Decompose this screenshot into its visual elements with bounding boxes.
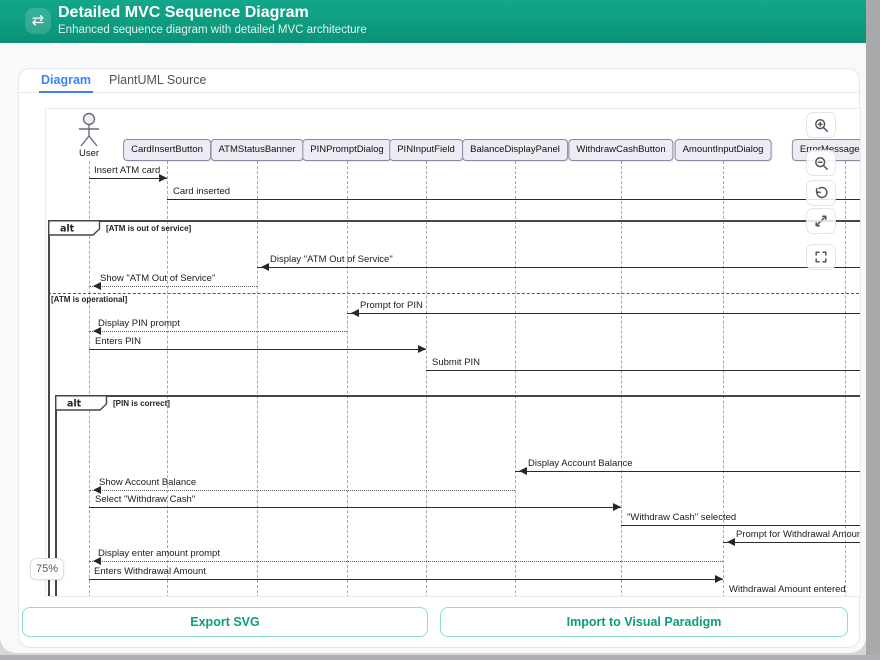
message-9-line <box>515 471 860 472</box>
message-15-arrowhead <box>715 575 727 583</box>
diagram-viewport[interactable]: User CardInsertButton ATMStatusBanner PINPr… <box>45 108 861 597</box>
message-7-arrowhead <box>418 345 430 353</box>
participant-pininputfield: PINInputField <box>389 139 463 161</box>
message-4-line <box>89 286 257 287</box>
lifeline-errormessagebanner <box>845 161 846 596</box>
lifeline-balancedisplaypanel <box>515 161 516 596</box>
message-10-arrowhead <box>89 486 101 494</box>
zoom-level-badge: 75% <box>30 558 64 580</box>
maximize-button[interactable] <box>806 208 836 234</box>
lifeline-withdrawcashbutton <box>621 161 622 596</box>
svg-text:alt: alt <box>67 399 82 410</box>
header-banner: ⇄ Detailed MVC Sequence Diagram Enhanced… <box>0 0 866 43</box>
message-14-label: Display enter amount prompt <box>98 548 220 559</box>
expand-arrows-icon <box>815 215 827 227</box>
app-window: ⇄ Detailed MVC Sequence Diagram Enhanced… <box>0 0 866 653</box>
message-13-label: Prompt for Withdrawal Amount <box>736 529 861 540</box>
fullscreen-brackets-icon <box>815 251 827 263</box>
message-14-arrowhead <box>89 557 101 565</box>
message-15-line <box>89 579 723 580</box>
magnifier-minus-icon <box>814 156 828 170</box>
participant-pinpromptdialog: PINPromptDialog <box>302 139 392 161</box>
alt-frame-2-guard: [PIN is correct] <box>113 399 170 408</box>
page-subtitle: Enhanced sequence diagram with detailed … <box>58 24 367 36</box>
message-7-line <box>89 349 426 350</box>
tab-plantuml-source[interactable]: PlantUML Source <box>109 73 207 87</box>
message-7-label: Enters PIN <box>95 336 141 347</box>
participant-atmstatusbanner: ATMStatusBanner <box>210 139 304 161</box>
zoom-out-button[interactable] <box>806 150 836 176</box>
message-2-label: Card inserted <box>173 186 231 197</box>
tab-bar: Diagram PlantUML Source <box>19 69 859 93</box>
message-1-label: Insert ATM card <box>94 165 161 176</box>
message-11-line <box>89 507 621 508</box>
rotate-ccw-icon <box>815 186 828 198</box>
fullscreen-button[interactable] <box>806 244 836 270</box>
magnifier-plus-icon <box>814 118 828 132</box>
message-11-arrowhead <box>613 503 625 511</box>
tab-diagram[interactable]: Diagram <box>39 69 94 93</box>
svg-text:alt: alt <box>60 224 75 235</box>
message-1-arrowhead <box>159 174 171 182</box>
alt-frame-1-guard: [ATM is out of service] <box>106 224 192 233</box>
alt-frame-1-left-border <box>48 220 50 596</box>
message-8-label: Submit PIN <box>432 357 481 368</box>
lifeline-pinpromptdialog <box>347 161 348 596</box>
message-5-arrowhead <box>347 309 359 317</box>
actor-user-label: User <box>78 148 100 159</box>
message-4-arrowhead <box>89 282 101 290</box>
message-14-line <box>89 561 723 562</box>
swap-arrows-icon: ⇄ <box>25 8 51 34</box>
message-6-label: Display PIN prompt <box>98 318 180 329</box>
message-5-label: Prompt for PIN <box>360 300 423 311</box>
lifeline-user <box>89 161 90 596</box>
message-10-label: Show Account Balance <box>99 477 197 488</box>
message-8-line <box>426 370 860 371</box>
message-16-label: Withdrawal Amount entered <box>729 584 846 595</box>
lifeline-amountinputdialog <box>723 161 724 596</box>
message-15-label: Enters Withdrawal Amount <box>94 566 206 577</box>
import-to-visual-paradigm-button[interactable]: Import to Visual Paradigm <box>440 607 848 637</box>
alt-frame-1-label: alt <box>48 220 101 236</box>
alt-frame-2-left-border <box>55 395 57 596</box>
participant-balancedisplaypanel: BalanceDisplayPanel <box>462 139 568 161</box>
reset-view-button[interactable] <box>806 180 836 206</box>
message-3-arrowhead <box>257 263 269 271</box>
lifeline-cardinsertbutton <box>167 161 168 596</box>
zoom-in-button[interactable] <box>806 112 836 138</box>
alt-frame-2-top-border <box>55 395 860 397</box>
message-6-line <box>89 331 347 332</box>
message-11-label: Select "Withdraw Cash" <box>95 494 196 505</box>
message-1-line <box>89 178 167 179</box>
message-2-line <box>167 199 860 200</box>
participant-cardinsertbutton: CardInsertButton <box>123 139 211 161</box>
message-3-line <box>257 267 860 268</box>
message-10-line <box>89 490 515 491</box>
diagram-card: Diagram PlantUML Source User CardInsertBu… <box>18 68 861 648</box>
background-side-strip <box>866 0 880 660</box>
message-5-line <box>347 313 860 314</box>
message-12-label: "Withdraw Cash" selected <box>627 512 737 523</box>
message-13-line <box>723 542 860 543</box>
background-bottom-edge <box>0 655 880 660</box>
message-9-label: Display Account Balance <box>528 458 633 469</box>
page-title: Detailed MVC Sequence Diagram <box>58 4 309 21</box>
alt-frame-1-else-divider <box>48 293 860 294</box>
participant-withdrawcashbutton: WithdrawCashButton <box>568 139 674 161</box>
participant-amountinputdialog: AmountInputDialog <box>674 139 772 161</box>
message-9-arrowhead <box>515 467 527 475</box>
export-svg-button[interactable]: Export SVG <box>22 607 428 637</box>
alt-frame-2-label: alt <box>55 395 108 411</box>
message-3-label: Display "ATM Out of Service" <box>270 254 393 265</box>
message-13-arrowhead <box>723 538 735 546</box>
alt-frame-1-else-guard: [ATM is operational] <box>51 295 128 304</box>
lifeline-pininputfield <box>426 161 427 596</box>
message-6-arrowhead <box>89 327 101 335</box>
actor-user-figure <box>79 112 99 147</box>
lifeline-atmstatusbanner <box>257 161 258 596</box>
message-4-label: Show "ATM Out of Service" <box>100 273 216 284</box>
message-12-line <box>621 525 860 526</box>
alt-frame-1-top-border <box>48 220 860 222</box>
